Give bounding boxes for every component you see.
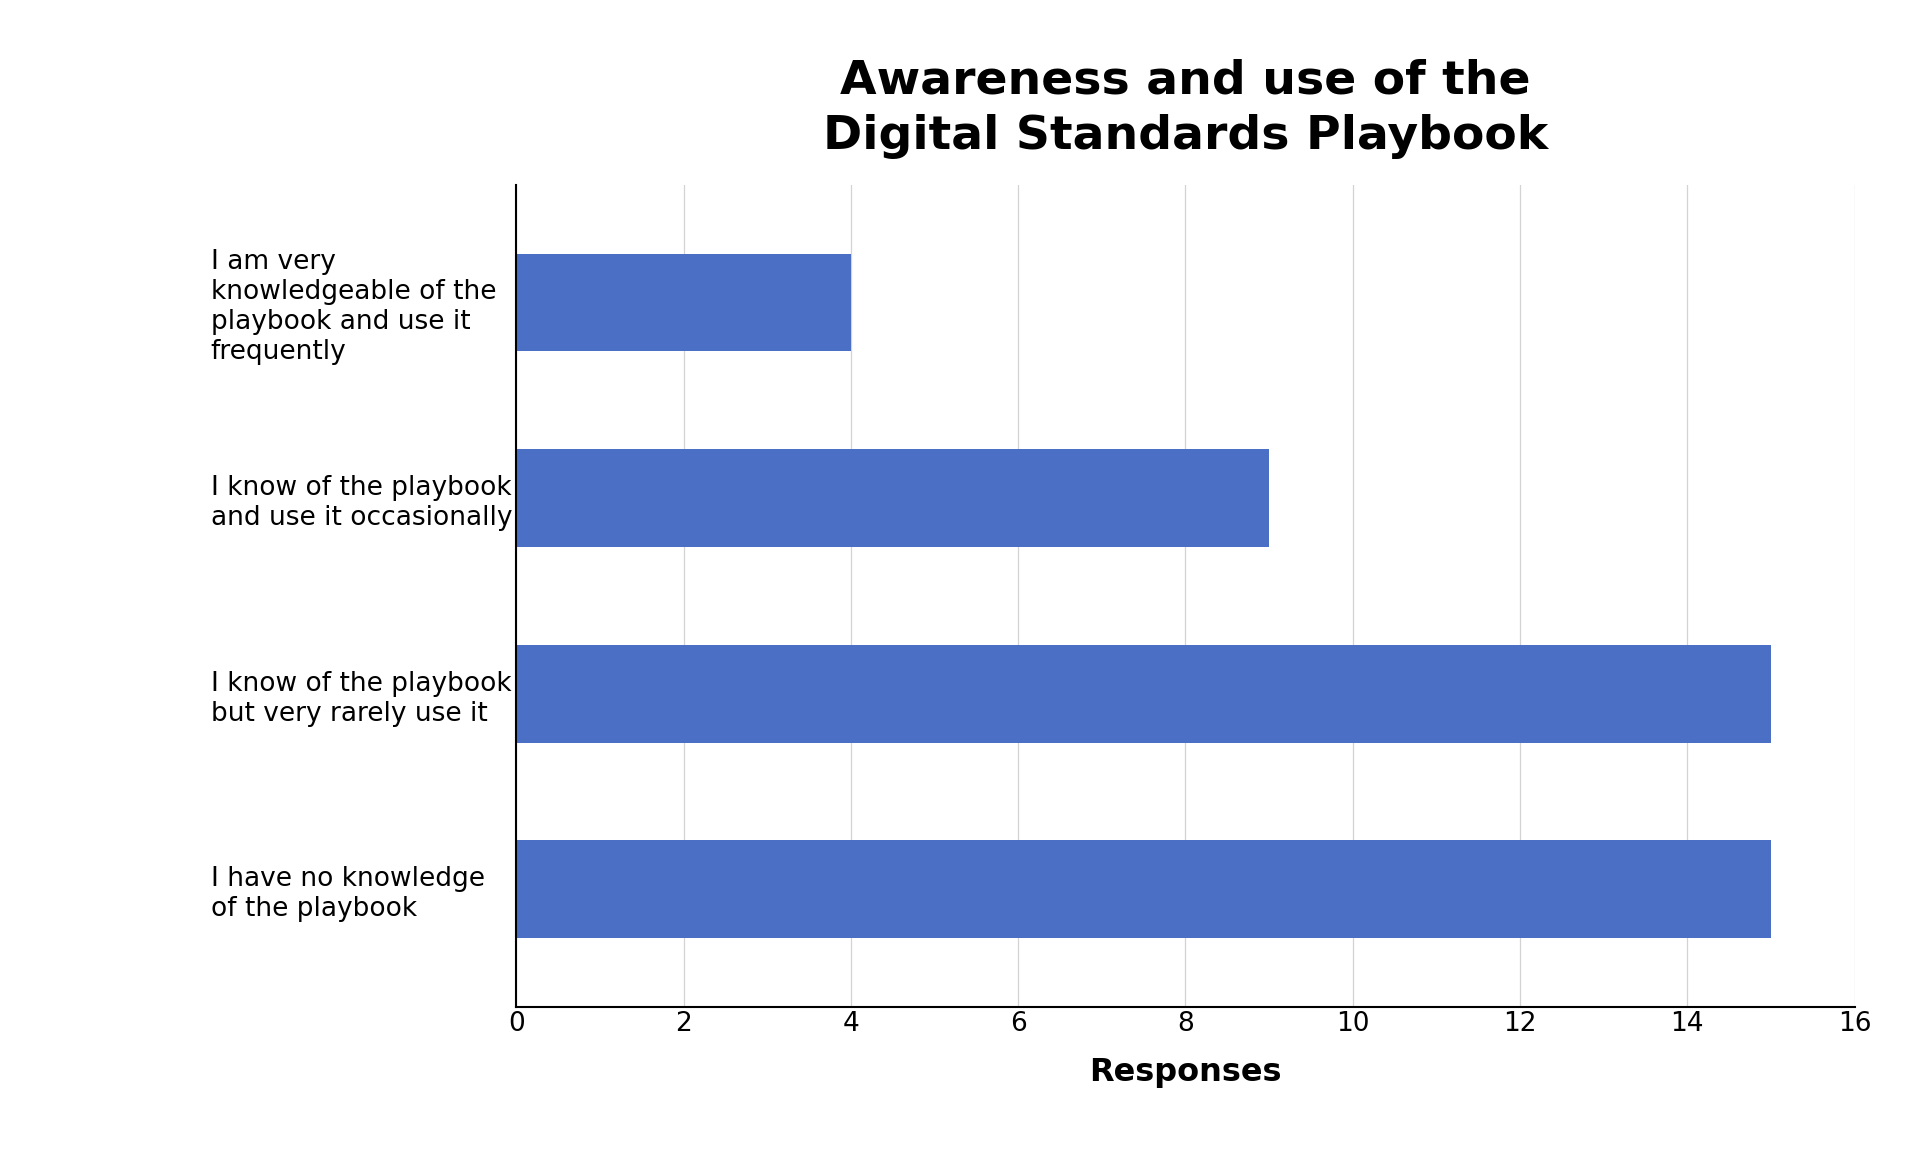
Bar	[516, 644, 1771, 743]
Bar	[516, 253, 851, 352]
Title: Awareness and use of the
Digital Standards Playbook: Awareness and use of the Digital Standar…	[822, 59, 1549, 159]
X-axis label: Responses: Responses	[1090, 1056, 1281, 1088]
Bar	[516, 449, 1270, 547]
Bar	[516, 840, 1771, 938]
